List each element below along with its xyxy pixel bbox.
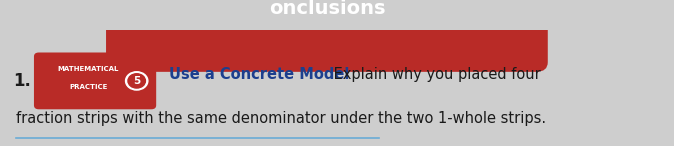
Text: onclusions: onclusions xyxy=(269,0,385,18)
Circle shape xyxy=(125,72,148,90)
Text: Explain why you placed four: Explain why you placed four xyxy=(329,67,541,82)
Text: MATHEMATICAL: MATHEMATICAL xyxy=(58,66,119,72)
Text: 1.: 1. xyxy=(13,72,32,90)
Text: PRACTICE: PRACTICE xyxy=(69,84,107,90)
Text: Use a Concrete Model: Use a Concrete Model xyxy=(168,67,349,82)
Text: 5: 5 xyxy=(133,76,140,86)
Text: fraction strips with the same denominator under the two 1-whole strips.: fraction strips with the same denominato… xyxy=(16,111,546,126)
FancyBboxPatch shape xyxy=(34,53,156,109)
FancyBboxPatch shape xyxy=(106,0,548,72)
Circle shape xyxy=(128,74,146,88)
